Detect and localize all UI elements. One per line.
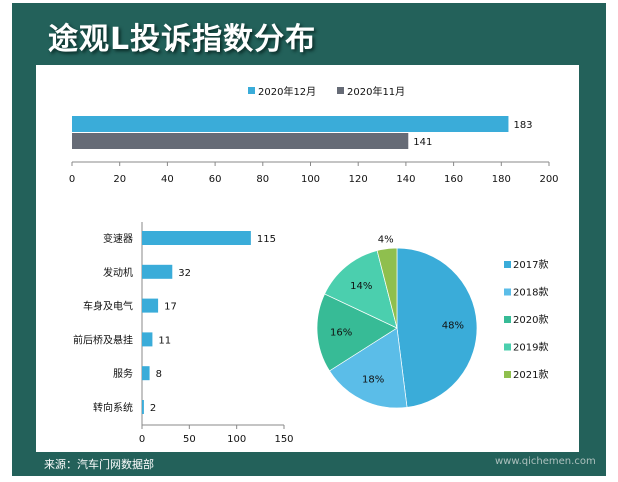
tick-label: 120 [349, 174, 368, 185]
tick-label: 20 [113, 174, 126, 185]
legend-swatch [504, 343, 511, 351]
tick-label: 150 [274, 434, 293, 445]
tick-label: 160 [444, 174, 463, 185]
bar-5 [142, 400, 144, 414]
data-label: 11 [158, 335, 171, 346]
watermark: www.qichemen.com [495, 456, 596, 467]
legend-swatch [504, 316, 511, 323]
bar-4 [142, 366, 150, 381]
category-label: 前后桥及悬挂 [73, 333, 133, 346]
legend-label: 2018款 [513, 286, 548, 299]
legend-label: 2020款 [513, 313, 548, 326]
page-title: 途观L投诉指数分布 [48, 22, 317, 57]
data-label: 2 [150, 403, 156, 414]
pie-slice-2021款 [376, 247, 398, 329]
legend-2020-12-swatch [248, 87, 255, 94]
tick-label: 0 [139, 434, 145, 445]
category-label: 服务 [113, 367, 133, 380]
legend-2020-12-label: 2020年12月 [258, 85, 316, 98]
pie-data-label: 14% [350, 281, 372, 292]
legend-label: 2017款 [513, 258, 548, 271]
data-label: 141 [413, 137, 432, 148]
category-label: 车身及电气 [83, 300, 133, 313]
data-label: 115 [257, 234, 276, 245]
pie-data-label: 16% [330, 328, 352, 339]
tick-label: 0 [69, 174, 75, 185]
pie-data-label: 18% [362, 375, 384, 386]
legend-2020-11-swatch [337, 87, 344, 94]
pie-slice-2020款 [316, 293, 398, 372]
bar-3 [142, 332, 153, 347]
tick-label: 100 [227, 434, 246, 445]
pie-slice-2019款 [324, 250, 398, 329]
bar-0 [72, 116, 509, 132]
tick-label: 40 [161, 174, 174, 185]
tick-label: 60 [209, 174, 222, 185]
legend-2020-11-label: 2020年11月 [347, 85, 405, 98]
category-label: 变速器 [103, 232, 133, 245]
pie-data-label: 4% [378, 235, 394, 246]
legend-swatch [504, 288, 511, 296]
tick-label: 140 [396, 174, 415, 185]
data-label: 32 [178, 268, 191, 279]
category-label: 转向系统 [93, 401, 133, 414]
data-label: 17 [164, 302, 177, 313]
pie-slice-2017款 [396, 247, 478, 408]
tick-label: 200 [539, 174, 558, 185]
bar-0 [142, 231, 251, 245]
bar-1 [72, 133, 409, 149]
bar-1 [142, 264, 173, 279]
legend-label: 2019款 [513, 341, 548, 354]
tick-label: 180 [492, 174, 511, 185]
tick-label: 50 [183, 434, 196, 445]
pie-data-label: 48% [442, 320, 464, 331]
legend-swatch [504, 261, 511, 268]
legend-swatch [504, 371, 511, 378]
source-note: 来源：汽车门网数据部 [44, 458, 154, 471]
tick-label: 80 [256, 174, 269, 185]
legend-label: 2021款 [513, 368, 548, 381]
pie-slice-2018款 [328, 327, 408, 409]
tick-label: 100 [301, 174, 320, 185]
data-label: 8 [156, 369, 162, 380]
data-label: 183 [513, 120, 532, 131]
bar-2 [142, 298, 159, 313]
category-label: 发动机 [103, 266, 133, 279]
